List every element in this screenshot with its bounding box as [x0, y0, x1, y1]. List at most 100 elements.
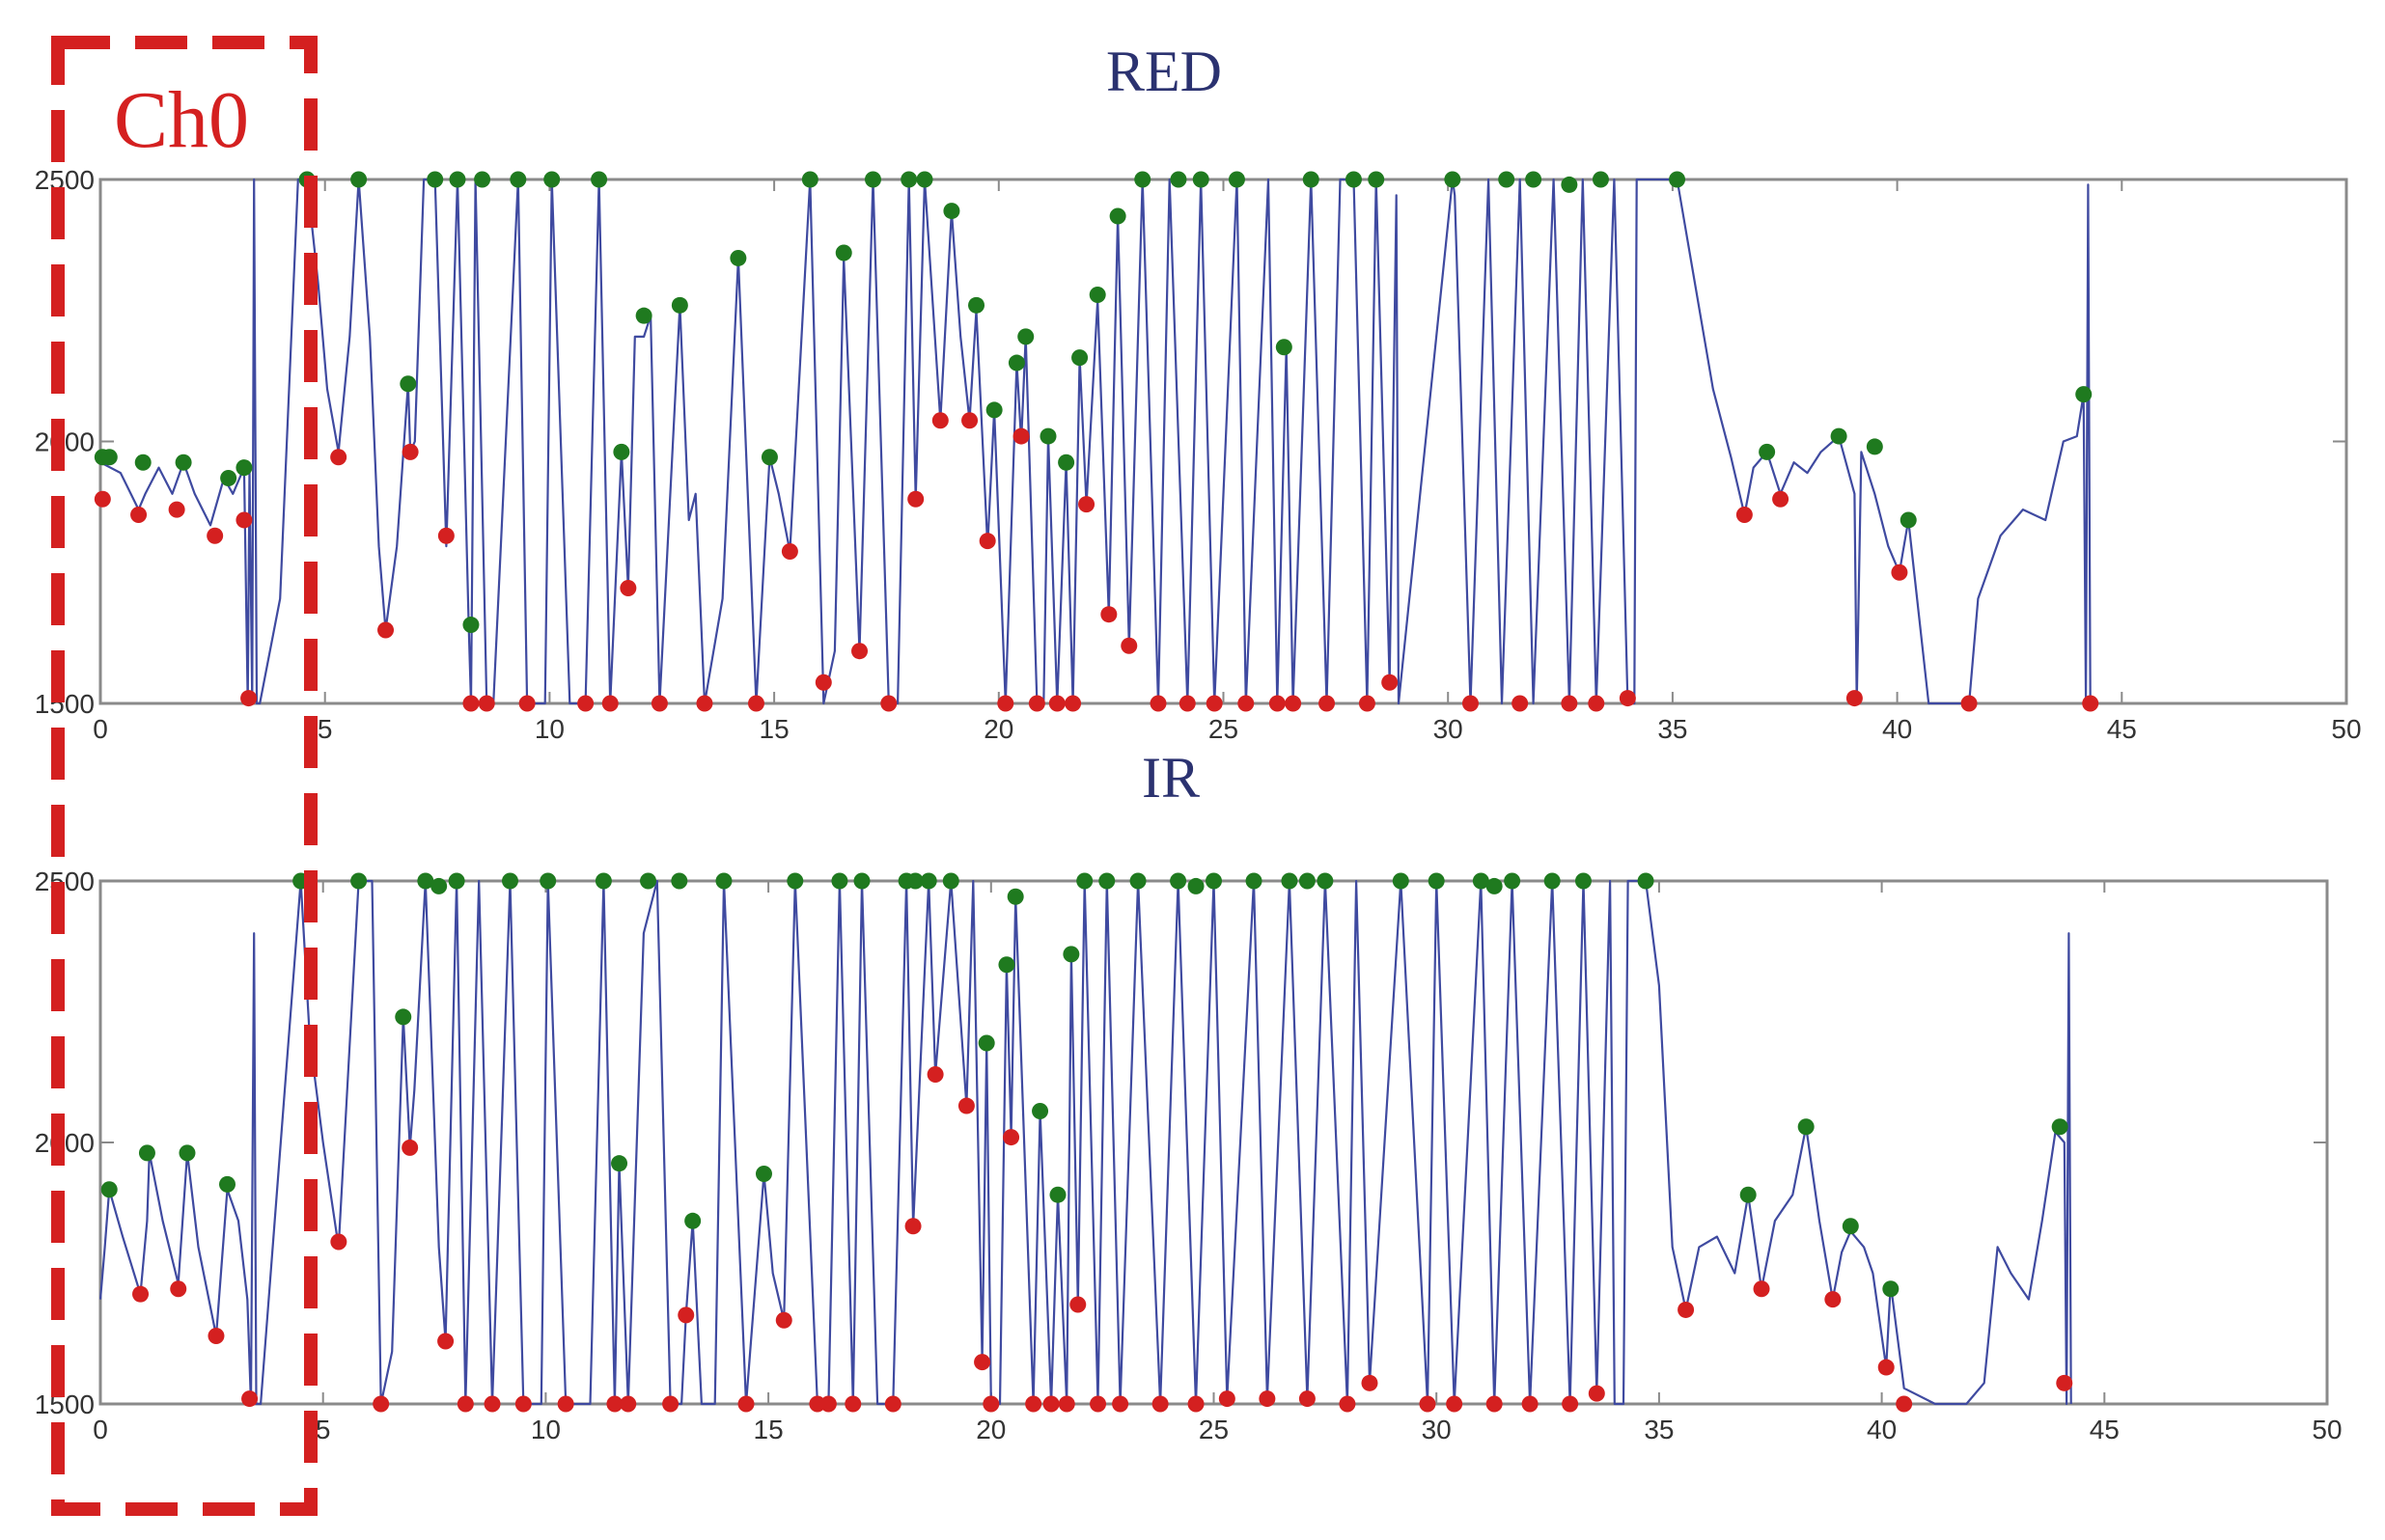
ir-trough-marker: [606, 1395, 624, 1413]
red-trough-marker: [696, 695, 713, 712]
red-trough-marker: [997, 695, 1014, 712]
red-trough-marker: [518, 695, 536, 712]
red-peak-marker: [1017, 328, 1035, 345]
x-tick-label: 45: [2090, 1415, 2120, 1444]
ir-peak-marker: [1882, 1280, 1900, 1298]
red-peak-marker: [449, 171, 466, 188]
red-trough-marker: [1381, 674, 1399, 691]
red-peak-marker: [635, 307, 652, 324]
ir-trough-marker: [1112, 1395, 1129, 1413]
red-peak-marker: [1170, 171, 1187, 188]
red-peak-marker: [1345, 171, 1362, 188]
ir-trough-marker: [1151, 1395, 1169, 1413]
ir-peak-marker: [2051, 1118, 2068, 1136]
ir-peak-marker: [1245, 872, 1262, 890]
ir-trough-marker: [678, 1306, 695, 1324]
ir-peak-marker: [218, 1175, 236, 1193]
red-chart-title: RED: [1106, 40, 1222, 103]
ir-peak-marker: [100, 1181, 118, 1198]
ir-trough-marker: [1521, 1395, 1539, 1413]
red-peak-marker: [1228, 171, 1245, 188]
red-trough-marker: [1358, 695, 1375, 712]
red-trough-marker: [781, 543, 798, 561]
ir-trough-marker: [330, 1233, 347, 1251]
ir-trough-marker: [1003, 1129, 1020, 1146]
ir-trough-marker: [457, 1395, 474, 1413]
ir-trough-marker: [1187, 1395, 1205, 1413]
ir-peak-marker: [1032, 1102, 1049, 1119]
red-peak-marker: [968, 296, 985, 314]
ir-peak-marker: [611, 1155, 628, 1172]
ir-peak-marker: [942, 872, 959, 890]
x-tick-label: 30: [1422, 1415, 1452, 1444]
red-peak-marker: [1058, 454, 1075, 471]
x-tick-label: 50: [2331, 714, 2361, 744]
x-tick-label: 20: [984, 714, 1013, 744]
ir-peak-marker: [350, 872, 368, 890]
x-tick-label: 15: [760, 714, 790, 744]
red-trough-marker: [979, 533, 996, 550]
red-peak-marker: [427, 171, 444, 188]
ir-trough-marker: [1298, 1390, 1316, 1408]
x-tick-label: 30: [1433, 714, 1463, 744]
ir-peak-marker: [1428, 872, 1445, 890]
ir-peak-marker: [1298, 872, 1316, 890]
red-trough-marker: [1461, 695, 1479, 712]
ir-trough-marker: [1678, 1301, 1695, 1318]
red-peak-marker: [1759, 443, 1776, 460]
red-peak-marker: [801, 171, 818, 188]
ir-peak-marker: [138, 1144, 155, 1162]
red-peak-marker: [591, 171, 608, 188]
ir-peak-marker: [1317, 872, 1334, 890]
ir-trough-marker: [775, 1311, 792, 1329]
ir-peak-marker: [1739, 1186, 1757, 1203]
red-peak-marker: [730, 249, 747, 266]
red-peak-marker: [1368, 171, 1385, 188]
red-trough-marker: [931, 412, 949, 429]
red-signal-line: [99, 178, 2092, 705]
red-trough-marker: [207, 527, 224, 544]
red-peak-marker: [1592, 171, 1609, 188]
ir-peak-marker: [540, 872, 557, 890]
ir-trough-marker: [241, 1390, 259, 1408]
ir-peak-marker: [1392, 872, 1409, 890]
ir-peak-marker: [1206, 872, 1222, 890]
red-trough-marker: [330, 449, 347, 466]
ir-trough-marker: [402, 1139, 419, 1156]
red-trough-marker: [851, 643, 869, 660]
ir-peak-marker: [1485, 877, 1503, 894]
red-peak-marker: [1900, 511, 1917, 529]
red-peak-marker: [2075, 386, 2093, 403]
ir-peak-marker: [1098, 872, 1116, 890]
red-trough-marker: [1179, 695, 1196, 712]
red-peak-marker: [1561, 176, 1578, 193]
red-peak-marker: [134, 454, 152, 471]
ir-trough-marker: [1562, 1395, 1579, 1413]
ir-trough-marker: [845, 1395, 862, 1413]
red-peak-marker: [671, 296, 688, 314]
red-peak-marker: [1669, 171, 1686, 188]
ir-trough-marker: [132, 1285, 150, 1303]
red-peak-marker: [236, 459, 253, 477]
x-tick-label: 0: [93, 714, 108, 744]
red-peak-marker: [510, 171, 527, 188]
red-trough-marker: [1619, 690, 1636, 707]
red-trough-marker: [1012, 427, 1030, 445]
ir-trough-marker: [514, 1395, 532, 1413]
red-trough-marker: [2082, 695, 2099, 712]
ir-peak-marker: [1543, 872, 1561, 890]
red-peak-marker: [100, 449, 118, 466]
red-trough-marker: [1268, 695, 1286, 712]
red-trough-marker: [1318, 695, 1336, 712]
x-tick-label: 50: [2312, 1415, 2342, 1444]
red-trough-marker: [1772, 490, 1789, 508]
red-peak-marker: [1525, 171, 1542, 188]
red-trough-marker: [1237, 695, 1255, 712]
red-peak-marker: [1830, 427, 1847, 445]
ir-peak-marker: [715, 872, 733, 890]
red-peak-marker: [761, 449, 778, 466]
ir-peak-marker: [1007, 888, 1024, 905]
ir-trough-marker: [1824, 1291, 1842, 1308]
red-trough-marker: [437, 527, 455, 544]
